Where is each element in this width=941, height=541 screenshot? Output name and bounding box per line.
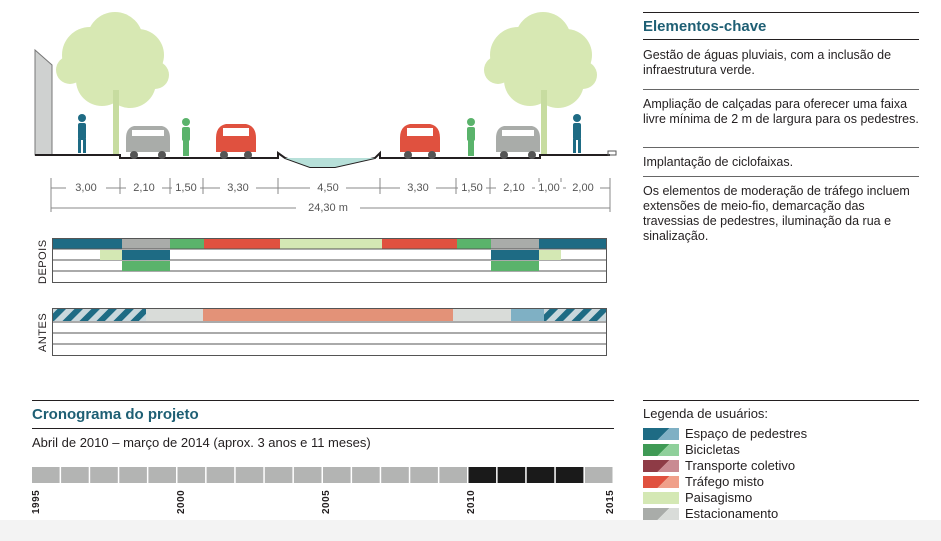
timeline-year xyxy=(177,467,206,483)
timeline-year xyxy=(352,467,380,483)
width-label-7: 2,10 xyxy=(496,182,532,194)
timeline-year xyxy=(439,467,467,483)
key-item-3: Implantação de ciclofaixas. xyxy=(643,155,794,169)
legend-item-bicycles: Bicicletas xyxy=(643,442,923,457)
timeline-year xyxy=(90,467,118,483)
timeline-bar xyxy=(32,467,613,483)
legend-item-pedestrians: Espaço de pedestres xyxy=(643,426,923,441)
timeline-year xyxy=(32,467,60,483)
before-label: ANTES xyxy=(37,312,49,352)
timeline-year-active xyxy=(555,467,584,483)
year-label-2010: 2010 xyxy=(466,489,477,514)
year-label-1995: 1995 xyxy=(31,489,42,514)
timeline-year xyxy=(264,467,293,483)
legend-item-landscaping: Paisagismo xyxy=(643,490,923,505)
legend-label: Transporte coletivo xyxy=(685,458,796,473)
pedestrian-left xyxy=(78,114,86,153)
legend-swatch xyxy=(643,460,679,472)
timeline-year-active xyxy=(526,467,555,483)
year-label-2015: 2015 xyxy=(605,489,616,514)
cyclist-left xyxy=(182,118,190,156)
width-label-9: 2,00 xyxy=(566,182,600,194)
timeline-year xyxy=(235,467,264,483)
year-label-2000: 2000 xyxy=(176,489,187,514)
width-label-8: 1,00 xyxy=(535,182,563,194)
key-divider-3 xyxy=(643,176,919,177)
timeline-year xyxy=(410,467,438,483)
legend-swatch xyxy=(643,508,679,520)
legend-top-rule xyxy=(643,400,919,401)
timeline-year xyxy=(61,467,89,483)
legend-item-transit: Transporte coletivo xyxy=(643,458,923,473)
timeline-year-active xyxy=(497,467,526,483)
timeline-year-active xyxy=(468,467,497,483)
width-label-0: 3,00 xyxy=(66,182,106,194)
key-elements-title: Elementos-chave xyxy=(643,18,767,35)
timeline-year xyxy=(293,467,322,483)
before-allocation-strip xyxy=(52,308,607,356)
after-label: DEPOIS xyxy=(37,239,49,284)
pedestrian-right xyxy=(573,114,581,153)
tree-left xyxy=(56,12,169,108)
car-right xyxy=(400,124,440,159)
legend-label: Estacionamento xyxy=(685,506,779,521)
width-label-5: 3,30 xyxy=(400,182,436,194)
tree-right xyxy=(484,12,597,108)
key-item-1: Gestão de águas pluviais, com a inclusão… xyxy=(643,48,892,77)
width-label-2: 1,50 xyxy=(172,182,200,194)
width-label-1: 2,10 xyxy=(126,182,162,194)
legend-label: Paisagismo xyxy=(685,490,753,505)
legend-item-parking: Estacionamento xyxy=(643,506,923,521)
parked-car-left xyxy=(126,126,170,159)
key-divider-1 xyxy=(643,89,919,90)
key-title-rule xyxy=(643,39,919,40)
legend-swatch xyxy=(643,428,679,440)
width-label-4: 4,50 xyxy=(310,182,346,194)
key-divider-2 xyxy=(643,147,919,148)
total-width-label: 24,30 m xyxy=(296,202,360,214)
timeline-year xyxy=(206,467,235,483)
timeline-year xyxy=(119,467,147,483)
legend-label: Tráfego misto xyxy=(685,474,764,489)
legend-label: Espaço de pedestres xyxy=(685,426,808,441)
timeline-year xyxy=(381,467,409,483)
width-label-3: 3,30 xyxy=(220,182,256,194)
legend-swatch xyxy=(643,492,679,504)
legend-label: Bicicletas xyxy=(685,442,740,457)
bottom-band xyxy=(0,520,941,541)
cyclist-right xyxy=(467,118,475,156)
legend-title: Legenda de usuários: xyxy=(643,406,769,421)
legend-swatch xyxy=(643,476,679,488)
width-label-6: 1,50 xyxy=(458,182,486,194)
street-section-illustration xyxy=(34,12,617,212)
parked-car-right xyxy=(496,126,540,159)
timeline-subtitle: Abril de 2010 – março de 2014 (aprox. 3 … xyxy=(32,435,371,450)
key-item-4: Os elementos de moderação de tráfego inc… xyxy=(643,184,910,243)
after-allocation-strip xyxy=(52,238,607,283)
timeline-title: Cronograma do projeto xyxy=(32,406,199,423)
timeline-year-labels: 1995 2000 2005 2010 2015 xyxy=(31,488,616,518)
legend-item-mixed-traffic: Tráfego misto xyxy=(643,474,923,489)
year-label-2005: 2005 xyxy=(321,489,332,514)
timeline-top-rule xyxy=(32,400,614,401)
key-item-2: Ampliação de calçadas para oferecer uma … xyxy=(643,97,919,126)
timeline-year xyxy=(323,467,351,483)
car-left xyxy=(216,124,256,159)
timeline-year xyxy=(148,467,176,483)
legend-swatch xyxy=(643,444,679,456)
key-top-rule xyxy=(643,12,919,13)
timeline-year xyxy=(584,467,613,483)
timeline-title-rule xyxy=(32,428,614,429)
